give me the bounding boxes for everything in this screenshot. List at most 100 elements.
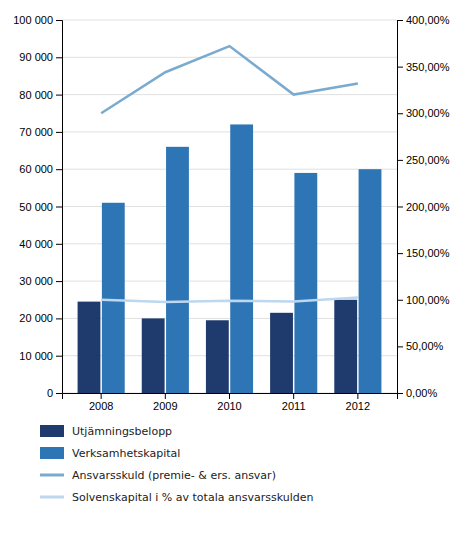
bar bbox=[166, 147, 189, 393]
tick-mark bbox=[56, 281, 62, 282]
tick: 0,00% bbox=[397, 387, 437, 399]
tick-label: 200,00% bbox=[406, 201, 450, 213]
chart: 2008 2009 2010 2011 2012 0 10 000 20 000 30 000 4… bbox=[0, 0, 461, 533]
tick: 30 000 bbox=[19, 275, 62, 287]
tick-label: 400,00% bbox=[406, 14, 450, 26]
tick: 400,00% bbox=[397, 14, 450, 26]
line bbox=[101, 46, 358, 113]
legend-label: Ansvarsskuld (premie- & ers. ansvar) bbox=[72, 469, 276, 482]
tick-label: 150,00% bbox=[406, 247, 450, 259]
tick: 70 000 bbox=[19, 126, 62, 138]
tick: 90 000 bbox=[19, 51, 62, 63]
tick-mark bbox=[56, 244, 62, 245]
tick: 10 000 bbox=[19, 350, 62, 362]
tick: 250,00% bbox=[397, 154, 450, 166]
bar bbox=[359, 169, 382, 393]
tick-label: 80 000 bbox=[19, 89, 53, 101]
grid bbox=[62, 20, 397, 393]
tick: 300,00% bbox=[397, 107, 450, 119]
tick-mark bbox=[56, 207, 62, 208]
legend-swatch bbox=[40, 496, 64, 499]
tick-label: 2009 bbox=[153, 400, 177, 412]
tick-mark bbox=[229, 393, 230, 399]
tick: 2012 bbox=[346, 393, 370, 412]
tick-mark bbox=[56, 57, 62, 58]
legend-item: Verksamhetskapital bbox=[40, 447, 180, 460]
legend-item: Solvenskapital i % av totala ansvarsskul… bbox=[40, 491, 313, 504]
tick-label: 40 000 bbox=[19, 238, 53, 250]
tick-mark bbox=[397, 300, 403, 301]
tick-label: 300,00% bbox=[406, 107, 450, 119]
tick-mark bbox=[397, 67, 403, 68]
tick-label: 0 bbox=[47, 387, 53, 399]
legend-swatch bbox=[40, 447, 64, 459]
tick: 100 000 bbox=[13, 14, 62, 26]
legend-item: Utjämningsbelopp bbox=[40, 425, 172, 438]
legend-label: Solvenskapital i % av totala ansvarsskul… bbox=[72, 491, 313, 504]
tick-label: 50,00% bbox=[406, 340, 444, 352]
tick: 50 000 bbox=[19, 201, 62, 213]
bar bbox=[206, 320, 229, 393]
tick: 200,00% bbox=[397, 201, 450, 213]
tick-mark bbox=[56, 95, 62, 96]
bar bbox=[230, 124, 253, 393]
tick-label: 100 000 bbox=[13, 14, 53, 26]
bar bbox=[334, 300, 357, 393]
tick-label: 350,00% bbox=[406, 61, 450, 73]
tick-mark bbox=[397, 393, 403, 394]
bar bbox=[142, 318, 165, 393]
x-axis: 2008 2009 2010 2011 2012 bbox=[63, 393, 398, 412]
tick-mark bbox=[56, 169, 62, 170]
tick-mark bbox=[397, 346, 403, 347]
tick: 150,00% bbox=[397, 247, 450, 259]
bar bbox=[294, 173, 317, 393]
tick: 100,00% bbox=[397, 294, 450, 306]
grid-line bbox=[62, 20, 397, 21]
tick-mark bbox=[56, 132, 62, 133]
tick-mark bbox=[397, 20, 403, 21]
axis-line bbox=[63, 394, 398, 400]
tick-label: 60 000 bbox=[19, 163, 53, 175]
legend-swatch bbox=[40, 474, 64, 477]
tick-mark bbox=[397, 113, 403, 114]
tick-label: 2010 bbox=[217, 400, 241, 412]
tick: 2008 bbox=[89, 393, 113, 412]
tick-label: 0,00% bbox=[406, 387, 437, 399]
legend-label: Verksamhetskapital bbox=[72, 447, 180, 460]
tick: 50,00% bbox=[397, 340, 444, 352]
tick-label: 100,00% bbox=[406, 294, 450, 306]
tick: 40 000 bbox=[19, 238, 62, 250]
tick: 60 000 bbox=[19, 163, 62, 175]
tick: 2010 bbox=[217, 393, 241, 412]
grid-line bbox=[62, 94, 397, 95]
tick-label: 250,00% bbox=[406, 154, 450, 166]
line bbox=[101, 297, 358, 302]
tick-mark bbox=[357, 393, 358, 399]
tick-mark bbox=[293, 393, 294, 399]
tick-mark bbox=[101, 393, 102, 399]
bar-series bbox=[102, 124, 382, 393]
axis-line bbox=[398, 21, 404, 394]
tick: 2011 bbox=[282, 393, 306, 412]
tick-label: 50 000 bbox=[19, 201, 53, 213]
tick-mark bbox=[397, 253, 403, 254]
tick-mark bbox=[397, 160, 403, 161]
plot: 2008 2009 2010 2011 2012 0 10 000 20 000 30 000 4… bbox=[13, 14, 449, 412]
tick-label: 30 000 bbox=[19, 275, 53, 287]
tick-label: 2011 bbox=[282, 400, 306, 412]
tick-label: 70 000 bbox=[19, 126, 53, 138]
tick: 350,00% bbox=[397, 61, 450, 73]
bar bbox=[270, 313, 293, 393]
grid-line bbox=[62, 169, 397, 170]
y2-axis: 0,00% 50,00% 100,00% 150,00% 200,00% 250,00% 3… bbox=[397, 14, 450, 399]
grid-line bbox=[62, 57, 397, 58]
tick: 20 000 bbox=[19, 312, 62, 324]
legend-swatch bbox=[40, 425, 64, 437]
tick: 2009 bbox=[153, 393, 177, 412]
grid-line bbox=[62, 131, 397, 132]
axis-line bbox=[56, 21, 63, 394]
legend: Utjämningsbelopp Verksamhetskapital Ansvar… bbox=[40, 425, 313, 504]
tick-mark bbox=[56, 20, 62, 21]
tick-mark bbox=[56, 356, 62, 357]
y-axis: 0 10 000 20 000 30 000 40 000 50 000 60 000 70 … bbox=[13, 14, 62, 399]
